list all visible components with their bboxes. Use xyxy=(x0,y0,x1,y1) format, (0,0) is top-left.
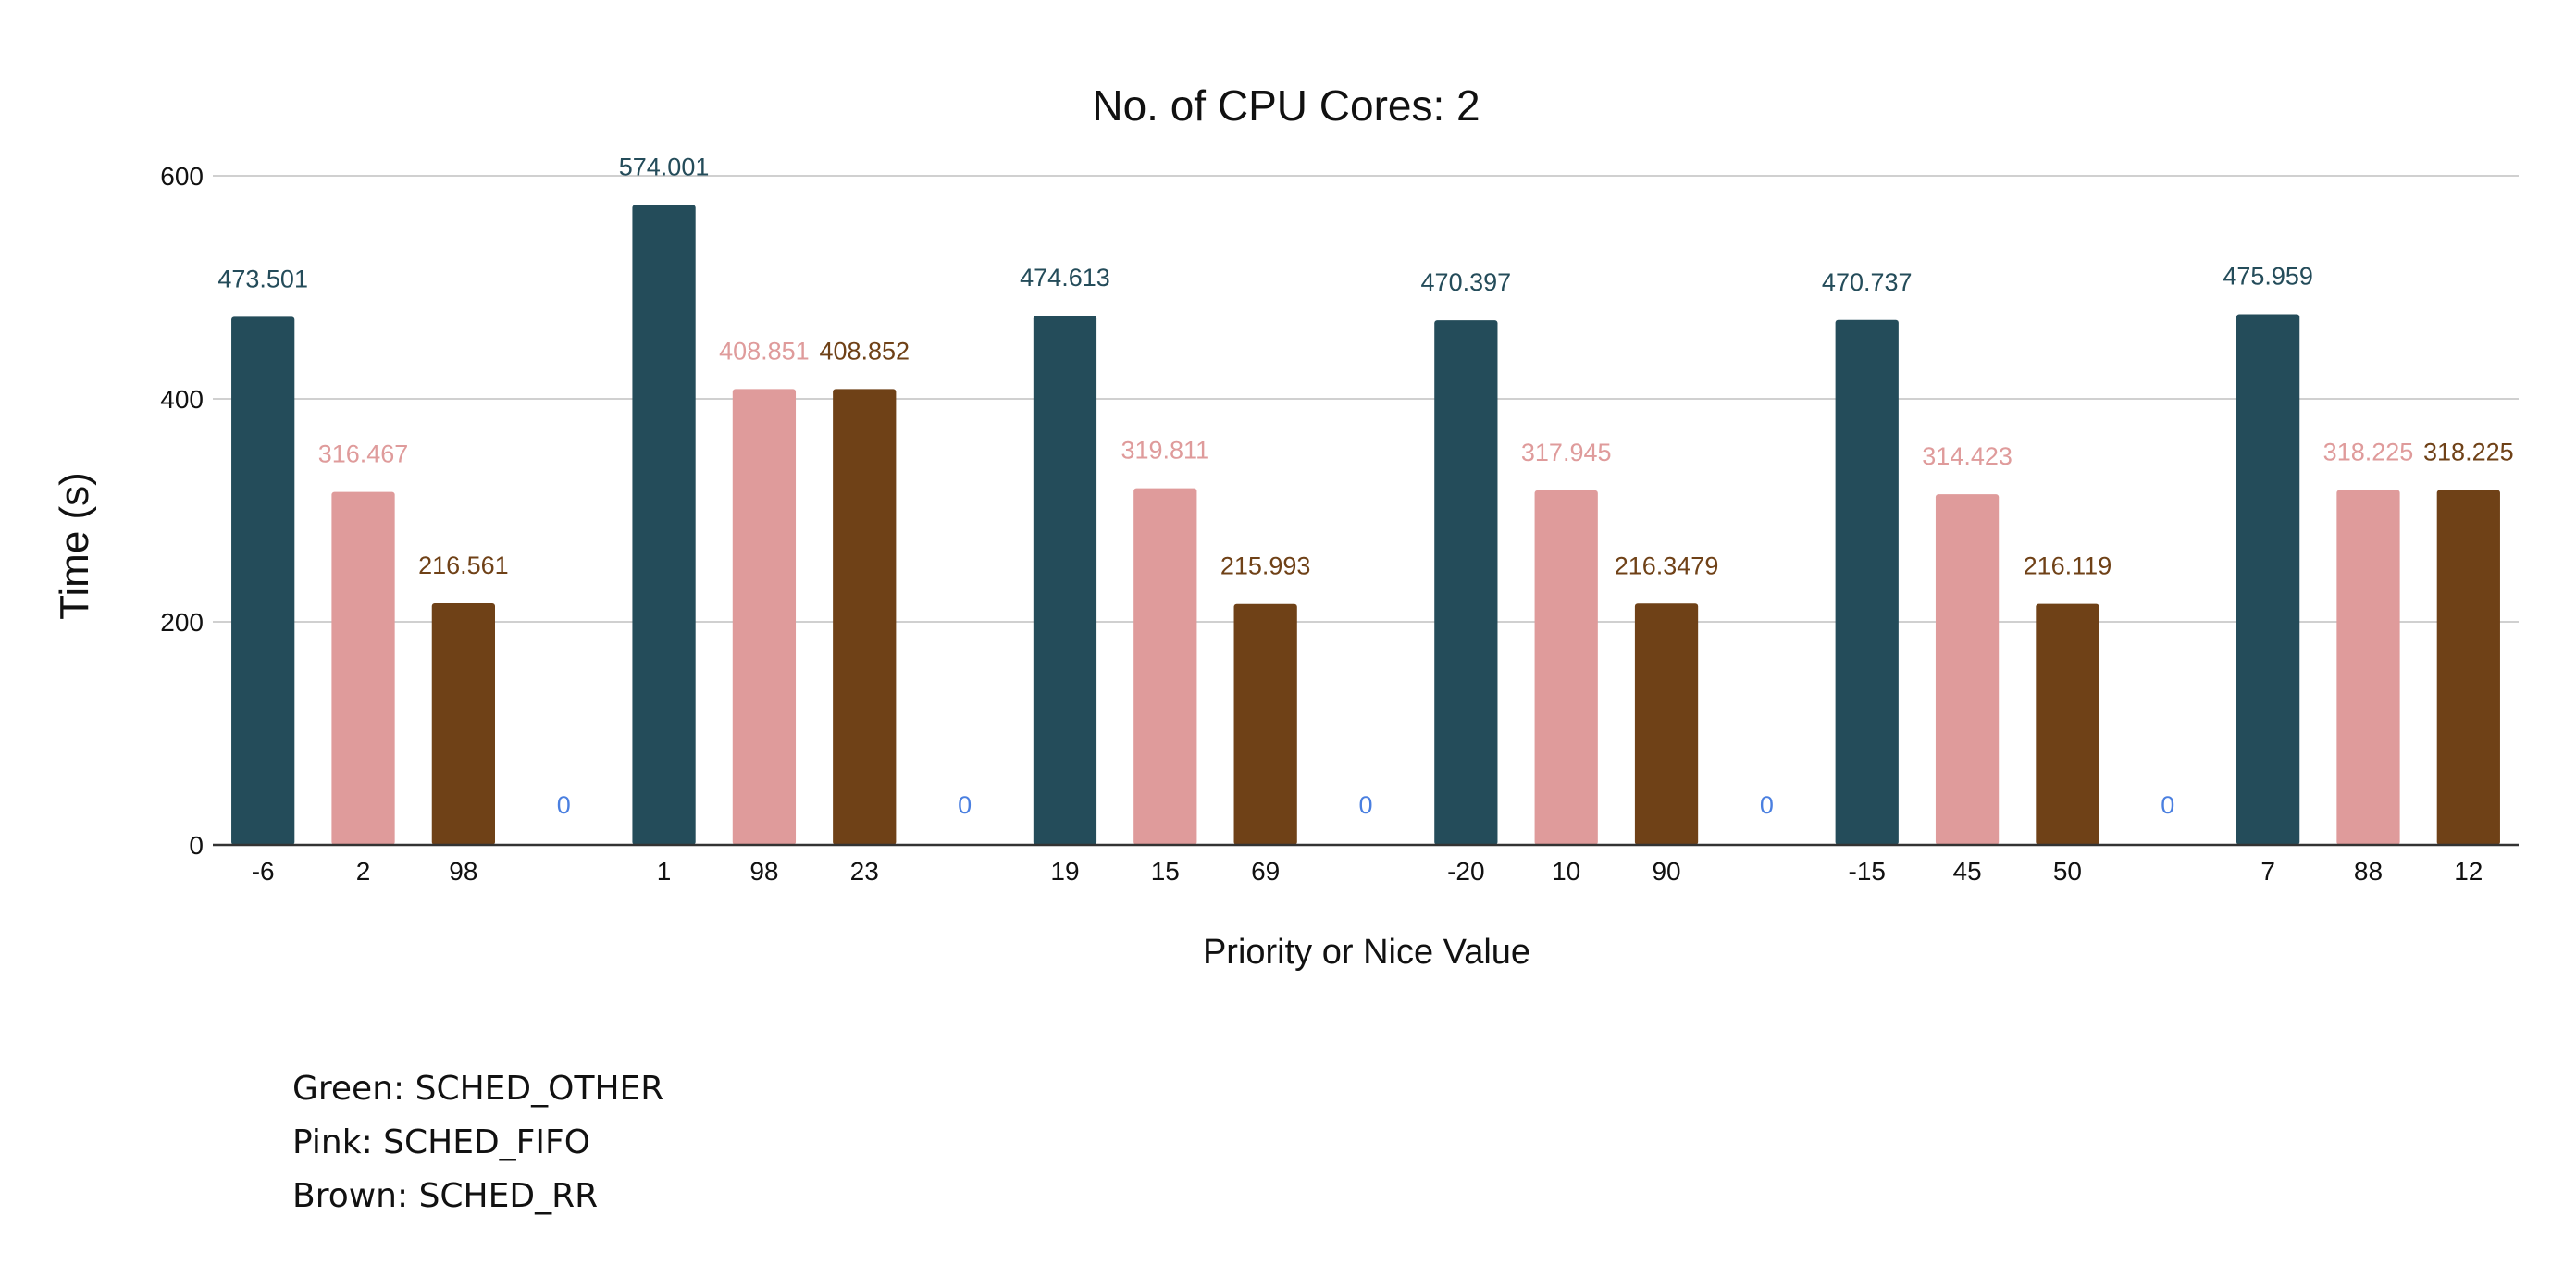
zero-data-label: 0 xyxy=(1760,791,1774,819)
zero-data-label: 0 xyxy=(958,791,972,819)
data-label: 216.3479 xyxy=(1615,552,1719,579)
x-tick-label: 69 xyxy=(1251,857,1280,886)
data-label: 215.993 xyxy=(1220,552,1311,580)
x-tick-label: 45 xyxy=(1953,857,1982,886)
x-tick-label: 50 xyxy=(2053,857,2082,886)
data-label: 316.467 xyxy=(318,440,409,468)
x-axis-label: Priority or Nice Value xyxy=(1203,933,1530,972)
bar xyxy=(1835,319,1899,845)
bar xyxy=(833,389,897,845)
data-label: 470.737 xyxy=(1822,268,1913,296)
bar xyxy=(1935,494,2000,845)
bar xyxy=(1434,320,1498,845)
zero-data-label: 0 xyxy=(2161,791,2174,819)
x-tick-label: 12 xyxy=(2454,857,2483,886)
x-tick-label: 7 xyxy=(2260,857,2275,886)
bar xyxy=(1133,488,1197,845)
bar xyxy=(331,491,395,845)
data-label: 317.945 xyxy=(1521,439,1612,466)
x-tick-label: 10 xyxy=(1552,857,1580,886)
data-label: 470.397 xyxy=(1421,268,1512,296)
x-tick-label: 98 xyxy=(749,857,778,886)
x-tick-label: -15 xyxy=(1849,857,1886,886)
bar xyxy=(2336,490,2400,845)
bar xyxy=(1233,603,1297,845)
y-tick-label: 0 xyxy=(189,831,204,860)
axes: 0 200 400 600 -6 2 98 1 98 23 19 15 69 -20 10 90 -15 45 50… xyxy=(160,162,2519,886)
data-label: 318.225 xyxy=(2323,439,2414,466)
zero-data-label: 0 xyxy=(1358,791,1372,819)
x-tick-label: 1 xyxy=(657,857,672,886)
data-label: 216.561 xyxy=(418,552,509,579)
bar xyxy=(1033,316,1097,846)
data-label: 475.959 xyxy=(2223,262,2313,290)
y-tick-label: 400 xyxy=(160,385,204,414)
bars xyxy=(231,205,2500,846)
bar xyxy=(231,316,295,846)
gridlines xyxy=(213,175,2519,623)
bar xyxy=(732,389,797,845)
bar xyxy=(1534,490,1598,845)
x-tick-label: 2 xyxy=(356,857,371,886)
x-tick-label: -6 xyxy=(252,857,275,886)
x-tick-label: 15 xyxy=(1151,857,1180,886)
y-axis-label: Time (s) xyxy=(52,472,97,620)
data-labels: 473.501 316.467 216.561 0 574.001 408.851 408.… xyxy=(217,153,2513,819)
bar xyxy=(431,603,495,845)
legend-note-brown: Brown: SCHED_RR xyxy=(292,1177,599,1215)
bar xyxy=(2036,603,2099,845)
x-tick-label: 98 xyxy=(449,857,477,886)
data-label: 473.501 xyxy=(217,265,308,292)
x-tick-label: -20 xyxy=(1447,857,1484,886)
data-label: 574.001 xyxy=(619,153,710,180)
data-label: 314.423 xyxy=(1922,442,2012,470)
zero-data-label: 0 xyxy=(557,791,571,819)
x-tick-label: 19 xyxy=(1050,857,1079,886)
data-label: 319.811 xyxy=(1121,437,1209,465)
y-tick-label: 600 xyxy=(160,162,204,191)
bar xyxy=(632,205,696,845)
bar xyxy=(2436,490,2500,845)
legend-note-pink: Pink: SCHED_FIFO xyxy=(292,1123,591,1161)
data-label: 408.852 xyxy=(819,337,910,365)
data-label: 474.613 xyxy=(1020,264,1110,291)
data-label: 216.119 xyxy=(2024,552,2112,580)
data-label: 408.851 xyxy=(719,337,810,365)
data-label: 318.225 xyxy=(2423,439,2514,466)
legend-notes: Green: SCHED_OTHER Pink: SCHED_FIFO Brow… xyxy=(292,1062,663,1223)
y-tick-label: 200 xyxy=(160,608,204,637)
bar xyxy=(1634,603,1699,845)
legend-note-green: Green: SCHED_OTHER xyxy=(292,1070,664,1108)
x-tick-label: 90 xyxy=(1652,857,1680,886)
x-tick-label: 23 xyxy=(850,857,879,886)
chart-title: No. of CPU Cores: 2 xyxy=(1092,81,1480,130)
bar xyxy=(2236,314,2300,846)
x-tick-label: 88 xyxy=(2354,857,2383,886)
